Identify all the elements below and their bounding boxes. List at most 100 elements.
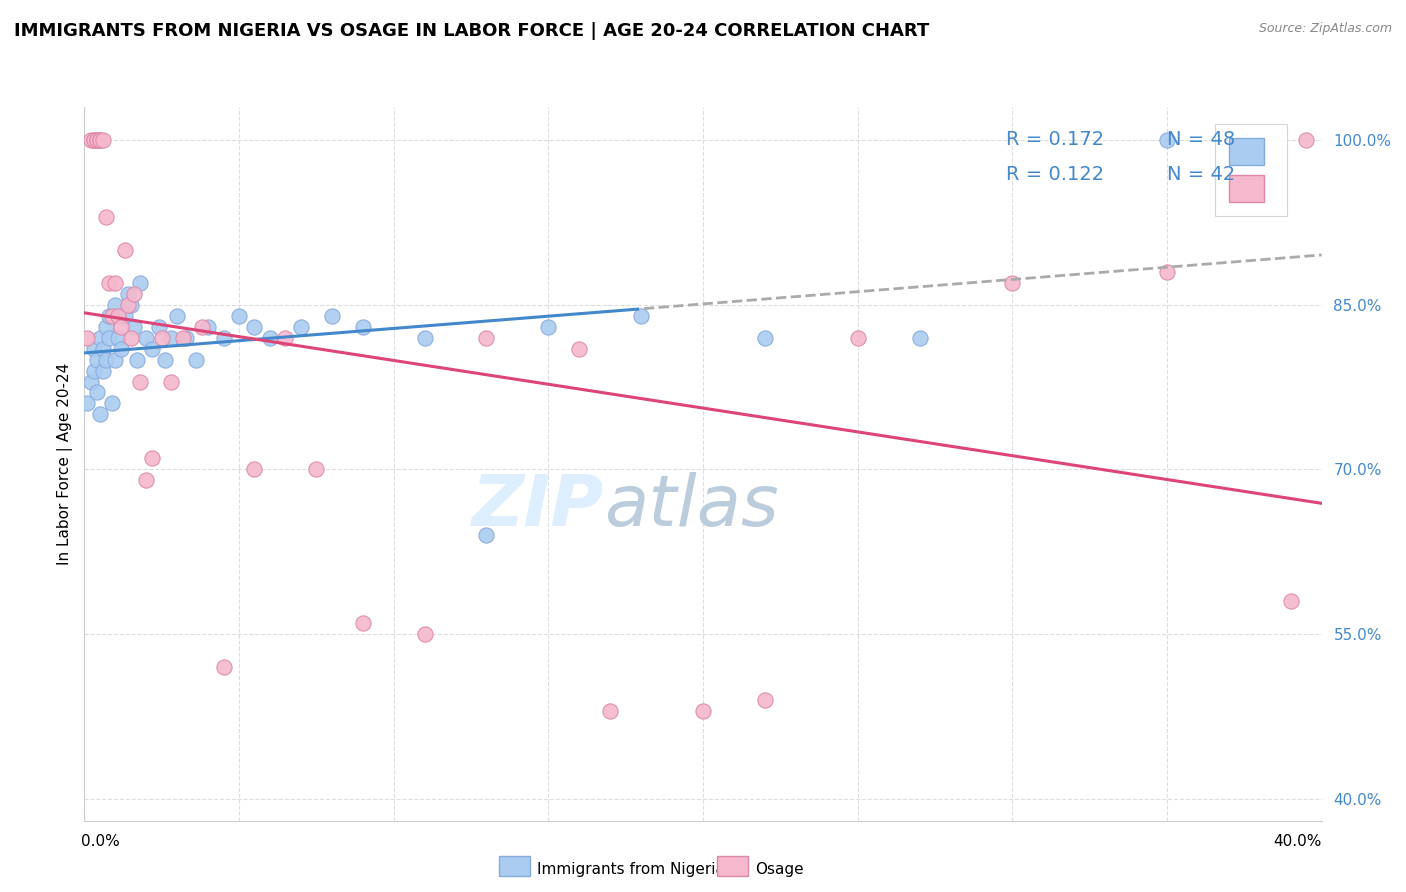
Point	[259, 330, 281, 344]
Point	[76, 330, 98, 344]
Point	[692, 704, 714, 718]
Point	[86, 352, 108, 367]
Point	[166, 309, 188, 323]
Point	[117, 298, 139, 312]
Point	[176, 330, 198, 344]
Point	[599, 704, 621, 718]
Point	[141, 342, 163, 356]
Point	[228, 309, 250, 323]
Point	[1279, 594, 1302, 608]
Point	[107, 330, 129, 344]
Point	[475, 330, 498, 344]
Point	[1156, 133, 1178, 147]
Text: Source: ZipAtlas.com: Source: ZipAtlas.com	[1258, 22, 1392, 36]
Point	[79, 133, 101, 147]
Y-axis label: In Labor Force | Age 20-24: In Labor Force | Age 20-24	[58, 363, 73, 565]
Point	[122, 319, 145, 334]
Text: 0.0%: 0.0%	[82, 834, 120, 849]
Point	[243, 319, 266, 334]
Text: atlas: atlas	[605, 472, 779, 541]
Point	[197, 319, 219, 334]
Point	[1295, 133, 1317, 147]
Point	[104, 298, 127, 312]
Point	[413, 330, 436, 344]
Point	[98, 309, 121, 323]
Point	[754, 330, 776, 344]
Point	[172, 330, 194, 344]
Point	[91, 342, 114, 356]
Point	[94, 352, 117, 367]
Point	[537, 319, 560, 334]
Point	[83, 133, 105, 147]
Point	[305, 462, 328, 476]
Point	[630, 309, 652, 323]
Point	[101, 396, 124, 410]
Point	[86, 133, 108, 147]
Point	[107, 309, 129, 323]
Point	[89, 133, 111, 147]
Point	[94, 210, 117, 224]
Text: N = 48: N = 48	[1167, 129, 1236, 149]
Point	[114, 309, 136, 323]
Point	[413, 627, 436, 641]
Point	[160, 375, 183, 389]
Text: IMMIGRANTS FROM NIGERIA VS OSAGE IN LABOR FORCE | AGE 20-24 CORRELATION CHART: IMMIGRANTS FROM NIGERIA VS OSAGE IN LABO…	[14, 22, 929, 40]
Point	[754, 693, 776, 707]
Point	[290, 319, 312, 334]
Point	[114, 243, 136, 257]
Text: Immigrants from Nigeria: Immigrants from Nigeria	[537, 863, 725, 877]
Point	[135, 473, 157, 487]
Point	[91, 133, 114, 147]
Legend: , : ,	[1215, 124, 1286, 216]
Point	[91, 363, 114, 377]
Point	[98, 330, 121, 344]
Point	[83, 342, 105, 356]
Text: 40.0%: 40.0%	[1274, 834, 1322, 849]
Point	[160, 330, 183, 344]
Point	[150, 330, 173, 344]
Point	[846, 330, 869, 344]
Point	[110, 342, 132, 356]
Point	[908, 330, 931, 344]
Point	[352, 615, 374, 630]
Point	[86, 385, 108, 400]
Point	[1156, 265, 1178, 279]
Point	[135, 330, 157, 344]
Point	[1001, 276, 1024, 290]
Point	[89, 408, 111, 422]
Point	[475, 528, 498, 542]
Point	[125, 352, 148, 367]
Point	[274, 330, 297, 344]
Point	[104, 276, 127, 290]
Point	[148, 319, 170, 334]
Point	[243, 462, 266, 476]
Point	[86, 133, 108, 147]
Point	[191, 319, 214, 334]
Point	[141, 451, 163, 466]
Point	[120, 330, 142, 344]
Point	[129, 375, 152, 389]
Point	[98, 276, 121, 290]
Point	[110, 319, 132, 334]
Text: R = 0.122: R = 0.122	[1007, 165, 1104, 185]
Point	[122, 286, 145, 301]
Point	[83, 363, 105, 377]
Text: R = 0.172: R = 0.172	[1007, 129, 1104, 149]
Point	[184, 352, 207, 367]
Point	[101, 309, 124, 323]
Point	[212, 660, 235, 674]
Point	[83, 133, 105, 147]
Point	[79, 375, 101, 389]
Point	[321, 309, 343, 323]
Text: Osage: Osage	[755, 863, 804, 877]
Point	[129, 276, 152, 290]
Point	[89, 330, 111, 344]
Point	[94, 319, 117, 334]
Point	[120, 298, 142, 312]
Point	[89, 133, 111, 147]
Point	[76, 396, 98, 410]
Point	[104, 352, 127, 367]
Point	[212, 330, 235, 344]
Text: N = 42: N = 42	[1167, 165, 1236, 185]
Point	[153, 352, 176, 367]
